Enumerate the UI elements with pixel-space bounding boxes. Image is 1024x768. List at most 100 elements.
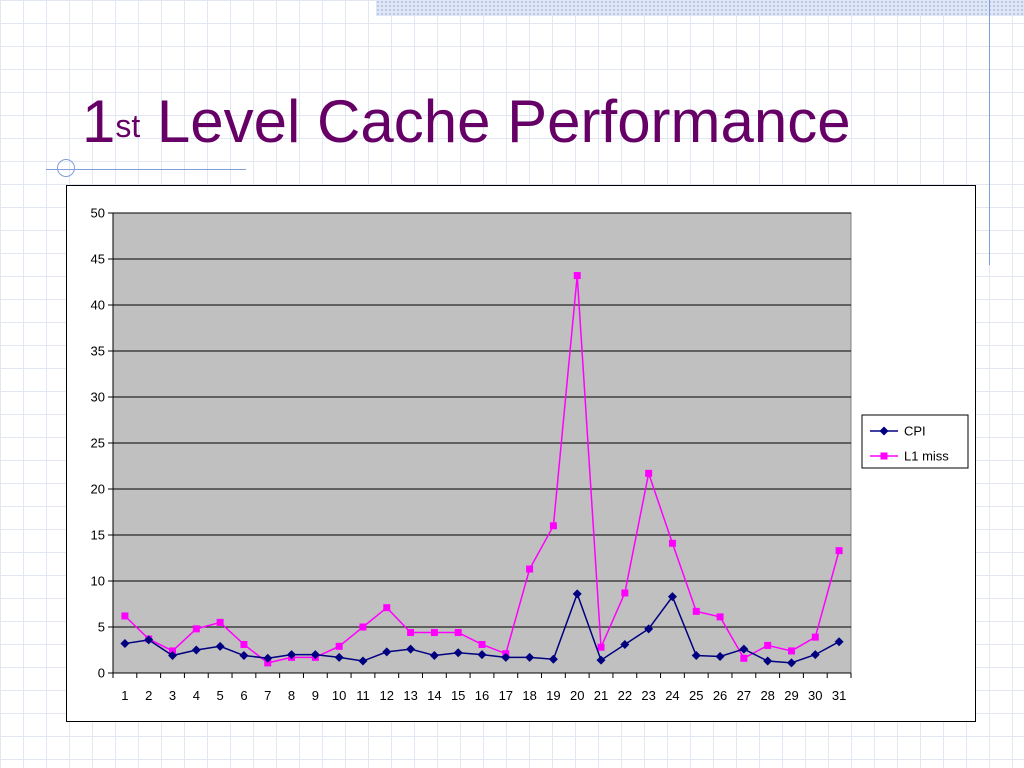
data-point-l1-miss	[169, 647, 177, 655]
data-point-l1-miss	[621, 589, 629, 597]
y-tick-label: 30	[91, 390, 105, 405]
x-tick-label: 5	[217, 688, 224, 703]
data-point-cpi	[739, 644, 749, 654]
data-point-l1-miss	[787, 647, 795, 655]
y-tick-label: 15	[91, 528, 105, 543]
data-point-cpi	[644, 624, 654, 634]
title-superscript: st	[115, 108, 141, 144]
data-point-cpi	[406, 644, 416, 654]
x-tick-label: 27	[737, 688, 751, 703]
data-point-l1-miss	[430, 629, 438, 637]
data-point-cpi	[620, 639, 630, 649]
data-point-cpi	[572, 589, 582, 599]
data-point-cpi	[168, 651, 178, 661]
legend-marker-l1-miss	[880, 452, 888, 460]
x-tick-label: 10	[332, 688, 346, 703]
x-tick-label: 13	[403, 688, 417, 703]
data-point-cpi	[429, 651, 439, 661]
data-point-cpi	[810, 650, 820, 660]
title-underline	[46, 169, 246, 170]
decorative-vertical-line	[989, 0, 990, 265]
data-point-l1-miss	[716, 613, 724, 621]
data-point-cpi	[763, 656, 773, 666]
x-tick-label: 11	[356, 688, 370, 703]
data-point-l1-miss	[192, 625, 200, 633]
data-point-cpi	[310, 650, 320, 660]
y-tick-label: 25	[91, 436, 105, 451]
data-point-cpi	[786, 658, 796, 668]
data-point-cpi	[834, 637, 844, 647]
data-point-cpi	[477, 650, 487, 660]
y-tick-label: 10	[91, 574, 105, 589]
data-point-l1-miss	[407, 629, 415, 637]
x-tick-label: 12	[380, 688, 394, 703]
data-point-cpi	[691, 651, 701, 661]
data-point-l1-miss	[121, 612, 129, 620]
data-point-l1-miss	[549, 522, 557, 530]
data-point-cpi	[548, 654, 558, 664]
data-point-cpi	[334, 652, 344, 662]
x-tick-label: 8	[288, 688, 295, 703]
y-tick-label: 0	[98, 666, 105, 681]
x-tick-label: 7	[264, 688, 271, 703]
x-tick-label: 2	[145, 688, 152, 703]
data-point-l1-miss	[692, 607, 700, 615]
chart-frame: 0 5 10 15 20 25 30 35 40 45 50 1 2 3 4 5 6 7 8 9 10 11 12 13 14 1…	[66, 185, 976, 722]
x-tick-label: 25	[689, 688, 703, 703]
data-point-cpi	[715, 651, 725, 661]
x-tick-label: 6	[240, 688, 247, 703]
data-point-cpi	[667, 592, 677, 602]
data-point-cpi	[287, 650, 297, 660]
x-tick-label: 30	[808, 688, 822, 703]
x-tick-label: 16	[475, 688, 489, 703]
data-point-l1-miss	[478, 640, 486, 648]
data-point-cpi	[501, 652, 511, 662]
data-point-l1-miss	[264, 659, 272, 667]
x-tick-label: 1	[121, 688, 128, 703]
data-point-l1-miss	[335, 642, 343, 650]
data-point-l1-miss	[383, 604, 391, 612]
title-rest: Level Cache Performance	[140, 88, 851, 155]
data-point-l1-miss	[216, 618, 224, 626]
x-tick-label: 19	[546, 688, 560, 703]
y-tick-label: 5	[98, 620, 105, 635]
data-point-cpi	[382, 647, 392, 657]
y-tick-label: 35	[91, 344, 105, 359]
legend-label-l1-miss: L1 miss	[904, 449, 949, 464]
data-point-l1-miss	[240, 640, 248, 648]
data-point-l1-miss	[359, 623, 367, 631]
data-point-l1-miss	[526, 565, 534, 573]
y-tick-label: 50	[91, 206, 105, 221]
x-tick-label: 9	[312, 688, 319, 703]
x-tick-label: 17	[499, 688, 513, 703]
data-point-l1-miss	[454, 629, 462, 637]
x-tick-label: 20	[570, 688, 584, 703]
title-main: 1	[82, 88, 116, 155]
x-tick-label: 26	[713, 688, 727, 703]
data-point-l1-miss	[573, 272, 581, 280]
x-tick-label: 22	[618, 688, 632, 703]
y-tick-label: 40	[91, 298, 105, 313]
y-tick-label: 20	[91, 482, 105, 497]
x-tick-label: 31	[832, 688, 846, 703]
legend-marker-cpi	[879, 426, 889, 436]
data-point-cpi	[358, 656, 368, 666]
x-tick-label: 15	[451, 688, 465, 703]
y-tick-label: 45	[91, 252, 105, 267]
data-point-cpi	[596, 655, 606, 665]
title-circle-ornament	[57, 159, 75, 177]
data-point-l1-miss	[597, 643, 605, 651]
data-point-cpi	[120, 639, 130, 649]
slide-title: 1st Level Cache Performance	[82, 86, 851, 158]
x-tick-label: 29	[784, 688, 798, 703]
x-tick-label: 14	[427, 688, 441, 703]
x-tick-label: 24	[665, 688, 679, 703]
legend-label-cpi: CPI	[904, 424, 926, 439]
data-point-cpi	[525, 652, 535, 662]
x-tick-label: 3	[169, 688, 176, 703]
top-decorative-band	[376, 0, 1024, 16]
x-tick-label: 23	[641, 688, 655, 703]
x-tick-label: 21	[594, 688, 608, 703]
data-point-l1-miss	[835, 547, 843, 555]
